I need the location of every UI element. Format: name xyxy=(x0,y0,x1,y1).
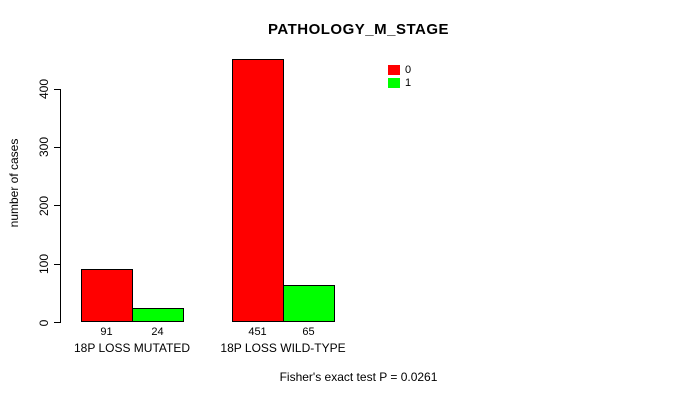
legend-label: 1 xyxy=(405,77,412,89)
y-tick-mark xyxy=(54,205,60,207)
bar-value-label: 451 xyxy=(248,326,267,338)
y-tick-label: 400 xyxy=(37,78,51,100)
y-axis-title: number of cases xyxy=(7,138,21,228)
bar-0-18p-loss-mutated xyxy=(81,269,133,323)
bar-0-18p-loss-wild-type xyxy=(232,59,284,323)
legend-swatch-1 xyxy=(388,78,400,88)
y-tick-label: 300 xyxy=(37,137,51,158)
chart-title: PATHOLOGY_M_STAGE xyxy=(267,21,449,38)
legend-label: 0 xyxy=(405,64,412,76)
y-tick-mark xyxy=(54,88,60,90)
y-axis-line xyxy=(60,89,61,323)
bar-1-18p-loss-wild-type xyxy=(283,284,335,323)
y-tick-mark xyxy=(54,146,60,148)
category-label: 18P LOSS MUTATED xyxy=(73,341,191,355)
legend-swatch-0 xyxy=(388,65,400,75)
y-tick-label: 200 xyxy=(37,195,51,216)
category-label: 18P LOSS WILD-TYPE xyxy=(220,341,346,355)
bar-1-18p-loss-mutated xyxy=(132,308,184,323)
bar-value-label: 91 xyxy=(100,326,113,338)
y-tick-mark xyxy=(54,263,60,265)
bar-value-label: 24 xyxy=(151,326,164,338)
y-tick-label: 100 xyxy=(37,254,51,275)
y-tick-mark xyxy=(54,322,60,323)
bar-value-label: 65 xyxy=(302,326,315,338)
y-tick-label: 0 xyxy=(37,319,51,326)
legend-entry: 1 xyxy=(388,77,411,89)
fisher-test-annotation: Fisher's exact test P = 0.0261 xyxy=(279,370,438,384)
legend-entry: 0 xyxy=(388,64,411,76)
